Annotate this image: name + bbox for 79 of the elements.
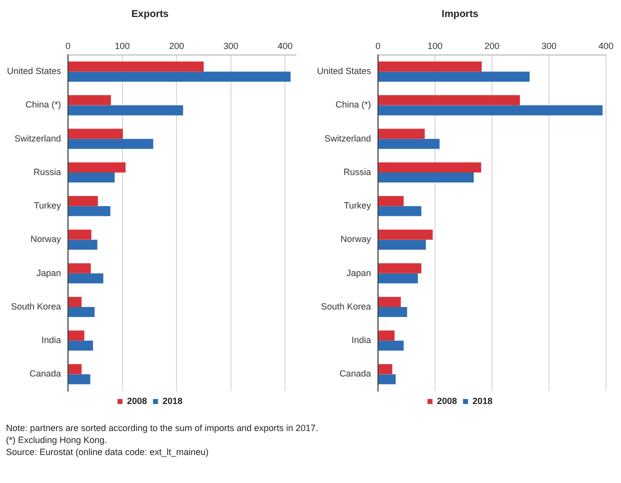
- bar: [68, 340, 93, 351]
- y-tick-label: Japan: [36, 268, 62, 278]
- bar: [68, 172, 115, 183]
- legend-label: 2018: [162, 396, 183, 406]
- bar: [378, 105, 603, 116]
- text: (*) Excluding Hong Kong.: [6, 434, 108, 446]
- x-tick-label: 100: [428, 40, 443, 51]
- y-tick-label: Russia: [34, 166, 62, 177]
- y-tick-label: Canada: [30, 368, 62, 379]
- legend-label: 2018: [472, 396, 493, 406]
- x-tick-label: 200: [484, 40, 500, 51]
- y-tick-label: Norway: [30, 234, 62, 244]
- bar: [378, 364, 392, 374]
- x-tick-label: 0: [376, 40, 381, 51]
- bar: [68, 273, 104, 284]
- bar: [68, 240, 98, 250]
- y-tick-label: Turkey: [34, 200, 62, 211]
- bar: [378, 240, 426, 250]
- y-tick-label: Switzerland: [324, 133, 372, 144]
- source-note: Source: Eurostat (online data code: ext_lt_maineu): [6, 446, 210, 458]
- y-tick-label: China (*): [26, 100, 62, 110]
- y-tick-label: United States: [7, 66, 62, 76]
- bar: [68, 62, 204, 72]
- bar: [378, 230, 433, 240]
- bar: [68, 330, 84, 341]
- y-tick-label: United States: [317, 66, 372, 76]
- y-tick-label: Norway: [340, 234, 372, 244]
- bar: [68, 138, 154, 149]
- bar: [68, 374, 90, 384]
- x-tick-label: 400: [278, 40, 293, 51]
- bar: [68, 196, 98, 206]
- y-tick-label: Switzerland: [14, 133, 62, 144]
- bar: [68, 72, 291, 82]
- text: Note: partners are sorted according to the sum of imports and exports in 2017.: [6, 422, 320, 434]
- x-tick-label: 0: [66, 40, 71, 51]
- bar: [378, 95, 520, 106]
- x-tick-label: 300: [223, 40, 238, 51]
- y-tick-label: Turkey: [344, 200, 372, 211]
- bar: [378, 273, 418, 284]
- bar: [378, 162, 482, 172]
- bar: [68, 263, 91, 274]
- bar: [378, 374, 396, 384]
- y-tick-label: India: [42, 335, 62, 346]
- bar: [378, 306, 408, 318]
- y-tick-label: Japan: [346, 268, 372, 278]
- y-tick-label: South Korea: [10, 301, 62, 312]
- y-tick-label: Canada: [340, 368, 372, 379]
- x-tick-label: 400: [598, 40, 614, 51]
- bar: [378, 172, 474, 183]
- bar: [68, 95, 111, 106]
- bar: [68, 105, 184, 116]
- y-tick-label: Russia: [344, 166, 372, 177]
- bar: [68, 162, 126, 172]
- bar: [378, 330, 395, 341]
- legend-label: 2008: [126, 396, 148, 406]
- x-tick-label: 300: [541, 40, 557, 51]
- y-tick-label: South Korea: [320, 301, 372, 312]
- bar: [378, 138, 440, 149]
- bar: [68, 306, 95, 318]
- bar: [68, 206, 110, 216]
- bar: [68, 364, 82, 374]
- bar: [378, 196, 404, 206]
- bar: [378, 263, 422, 274]
- x-tick-label: 200: [169, 40, 184, 51]
- chart-title: Imports: [442, 8, 479, 20]
- x-tick-label: 100: [114, 40, 130, 51]
- chart-title: Exports: [131, 8, 170, 20]
- bar: [378, 296, 401, 307]
- bar: [68, 230, 92, 240]
- bar: [378, 62, 482, 72]
- legend-label: 2008: [436, 396, 458, 406]
- bar: [68, 128, 123, 139]
- y-tick-label: India: [352, 335, 372, 346]
- bar: [378, 128, 425, 139]
- bar: [378, 340, 404, 351]
- y-tick-label: China (*): [336, 100, 372, 110]
- bar: [68, 296, 82, 307]
- bar: [378, 206, 422, 216]
- bar: [378, 72, 530, 82]
